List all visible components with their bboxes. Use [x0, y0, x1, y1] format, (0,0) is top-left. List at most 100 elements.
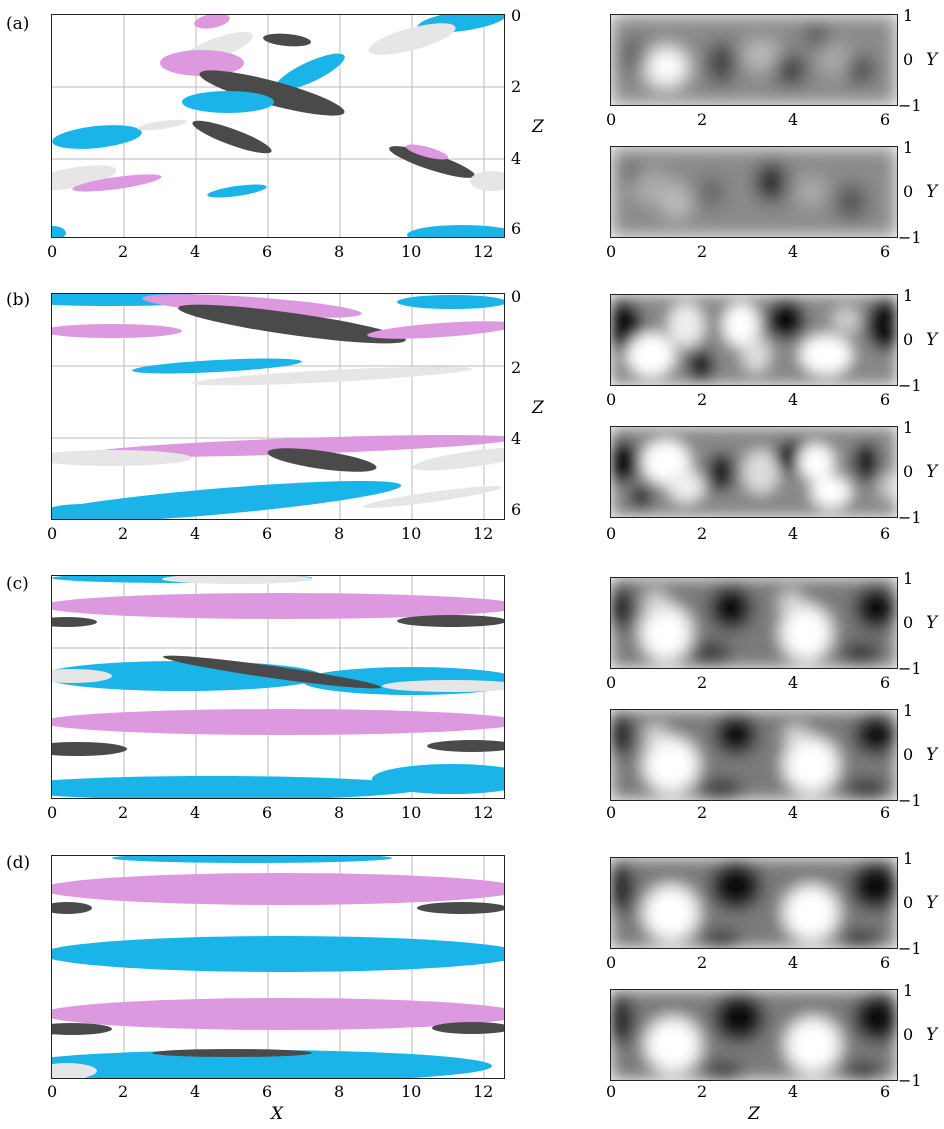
rz-tick: 4: [788, 242, 799, 261]
rz-tick: 2: [697, 110, 708, 129]
rz-tick: 6: [880, 242, 891, 261]
z-tick: 6: [511, 219, 522, 238]
y-tick: 0: [903, 462, 914, 481]
x-tick: 12: [473, 1082, 494, 1101]
y-tick: 0: [903, 893, 914, 912]
rz-tick: 0: [606, 110, 617, 129]
y-tick: 1: [903, 138, 914, 157]
z-tick: 2: [511, 358, 522, 377]
rz-tick: 2: [697, 803, 708, 822]
rz-tick: 2: [697, 953, 708, 972]
x-tick: 4: [190, 242, 201, 261]
x-tick: 8: [334, 1082, 345, 1101]
y-axis-label: Y: [926, 50, 938, 70]
y-tick: −1: [898, 1071, 922, 1090]
y-tick: 1: [903, 286, 914, 305]
y-axis-label: Y: [926, 745, 938, 765]
y-tick: −1: [898, 508, 922, 527]
z-tick: 4: [511, 149, 522, 168]
rz-tick: 6: [880, 803, 891, 822]
left-plot-a: [51, 14, 505, 238]
z-tick: 4: [511, 429, 522, 448]
y-axis-label: Y: [926, 613, 938, 633]
x-tick: 0: [47, 1082, 58, 1101]
rz-tick: 2: [697, 242, 708, 261]
y-tick: 0: [903, 613, 914, 632]
cross-section-b-top: [610, 294, 898, 386]
x-tick: 0: [47, 242, 58, 261]
rz-tick: 6: [880, 1082, 891, 1101]
rz-tick: 0: [606, 524, 617, 543]
x-tick: 4: [190, 524, 201, 543]
y-tick: −1: [898, 96, 922, 115]
cross-section-b-bottom: [610, 426, 898, 518]
cross-section-d-top: [610, 857, 898, 949]
panel-label-d: (d): [6, 853, 31, 873]
y-tick: 0: [903, 182, 914, 201]
rz-tick: 4: [788, 803, 799, 822]
rz-tick: 4: [788, 953, 799, 972]
x-tick: 4: [190, 1082, 201, 1101]
isosurface-plot-b: [52, 294, 504, 519]
x-tick: 12: [473, 524, 494, 543]
x-tick: 10: [401, 803, 422, 822]
rz-tick: 2: [697, 673, 708, 692]
panel-label-b: (b): [6, 290, 31, 310]
rz-tick: 6: [880, 390, 891, 409]
y-tick: 0: [903, 1025, 914, 1044]
left-plot-c: [51, 575, 505, 799]
x-tick: 0: [47, 803, 58, 822]
cross-section-a-top: [610, 14, 898, 106]
y-axis-label: Y: [926, 330, 938, 350]
y-axis-label: Y: [926, 1025, 938, 1045]
y-tick: −1: [898, 376, 922, 395]
rz-tick: 2: [697, 524, 708, 543]
rz-tick: 6: [880, 110, 891, 129]
x-tick: 6: [262, 524, 273, 543]
cross-section-c-top: [610, 577, 898, 669]
isosurface-plot-a: [52, 15, 504, 237]
y-tick: 1: [903, 981, 914, 1000]
z-axis-label-a: Z: [532, 117, 544, 137]
y-tick: 1: [903, 701, 914, 720]
x-tick: 2: [118, 524, 129, 543]
y-tick: 1: [903, 418, 914, 437]
right-z-axis-label: Z: [748, 1104, 760, 1124]
x-tick: 12: [473, 803, 494, 822]
y-tick: 0: [903, 330, 914, 349]
z-axis-label-b: Z: [532, 398, 544, 418]
rz-tick: 2: [697, 1082, 708, 1101]
y-tick: −1: [898, 228, 922, 247]
y-tick: 1: [903, 849, 914, 868]
y-tick: −1: [898, 939, 922, 958]
x-tick: 10: [401, 1082, 422, 1101]
z-tick: 6: [511, 500, 522, 519]
x-tick: 0: [47, 524, 58, 543]
y-tick: 1: [903, 569, 914, 588]
rz-tick: 2: [697, 390, 708, 409]
rz-tick: 0: [606, 953, 617, 972]
rz-tick: 4: [788, 390, 799, 409]
y-axis-label: Y: [926, 893, 938, 913]
x-axis-label: X: [271, 1104, 284, 1124]
rz-tick: 4: [788, 1082, 799, 1101]
rz-tick: 0: [606, 1082, 617, 1101]
x-tick: 6: [262, 242, 273, 261]
x-tick: 10: [401, 242, 422, 261]
x-tick: 8: [334, 242, 345, 261]
y-tick: −1: [898, 791, 922, 810]
rz-tick: 4: [788, 673, 799, 692]
isosurface-plot-c: [52, 576, 504, 798]
y-tick: 0: [903, 50, 914, 69]
z-tick: 2: [511, 77, 522, 96]
y-tick: 0: [903, 745, 914, 764]
y-tick: 1: [903, 6, 914, 25]
cross-section-c-bottom: [610, 709, 898, 801]
rz-tick: 0: [606, 673, 617, 692]
rz-tick: 0: [606, 803, 617, 822]
left-plot-d: [51, 855, 505, 1079]
x-tick: 12: [473, 242, 494, 261]
rz-tick: 4: [788, 524, 799, 543]
rz-tick: 4: [788, 110, 799, 129]
x-tick: 8: [334, 803, 345, 822]
